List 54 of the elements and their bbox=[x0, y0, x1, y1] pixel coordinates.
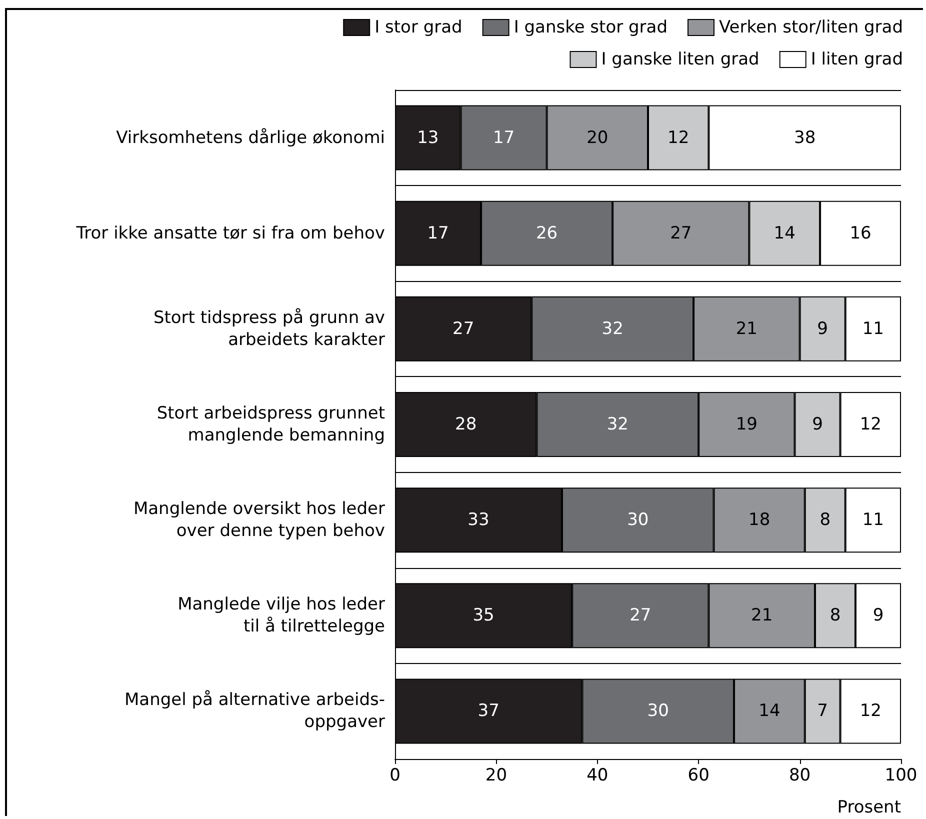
data-label: 9 bbox=[872, 606, 884, 626]
legend-label: I liten grad bbox=[810, 50, 903, 70]
data-label: 16 bbox=[850, 223, 872, 244]
y-tick-label: Tror ikke ansatte tør si fra om behov bbox=[75, 223, 385, 244]
data-label: 17 bbox=[427, 223, 449, 244]
data-label: 20 bbox=[586, 128, 608, 148]
y-tick-label: Stort arbeidspress grunnet manglende bemanning bbox=[156, 404, 386, 446]
data-label: 17 bbox=[492, 128, 515, 148]
x-tick-label: 0 bbox=[390, 766, 400, 786]
data-label: 26 bbox=[536, 223, 558, 244]
x-axis-title: Prosent bbox=[837, 798, 902, 818]
data-label: 37 bbox=[478, 701, 500, 722]
data-label: 13 bbox=[417, 128, 439, 148]
data-label: 8 bbox=[830, 606, 841, 626]
x-tick-label: 40 bbox=[586, 766, 608, 786]
data-label: 12 bbox=[860, 414, 882, 434]
data-label: 11 bbox=[862, 318, 884, 339]
y-tick-label: Mangel på alternative arbeids- oppgaver bbox=[124, 690, 386, 732]
data-label: 35 bbox=[472, 606, 494, 626]
data-label: 19 bbox=[736, 414, 758, 434]
data-label: 28 bbox=[455, 414, 477, 434]
data-label: 9 bbox=[812, 414, 823, 434]
data-label: 30 bbox=[647, 701, 669, 722]
data-label: 32 bbox=[602, 318, 624, 339]
data-label: 12 bbox=[860, 701, 882, 722]
legend-label: I ganske stor grad bbox=[514, 18, 668, 38]
x-tick-label: 80 bbox=[788, 766, 811, 786]
data-label: 14 bbox=[774, 223, 796, 244]
data-label: 27 bbox=[630, 606, 652, 626]
legend-label: I stor grad bbox=[374, 18, 462, 38]
legend-label: I ganske liten grad bbox=[601, 50, 760, 70]
data-label: 14 bbox=[758, 701, 780, 722]
y-tick-label: Virksomhetens dårlige økonomi bbox=[116, 128, 385, 148]
data-label: 27 bbox=[452, 318, 474, 339]
y-tick-label: Stort tidspress på grunn av arbeidets karakter bbox=[153, 308, 386, 350]
data-label: 11 bbox=[862, 510, 884, 530]
data-label: 32 bbox=[606, 414, 628, 434]
data-label: 38 bbox=[794, 128, 816, 148]
data-label: 7 bbox=[817, 701, 828, 722]
data-label: 9 bbox=[817, 318, 828, 339]
legend-label: Verken stor/liten grad bbox=[718, 18, 904, 38]
data-label: 12 bbox=[668, 128, 690, 148]
data-label: 21 bbox=[751, 606, 773, 626]
x-tick-label: 100 bbox=[884, 766, 918, 786]
x-tick-label: 20 bbox=[485, 766, 508, 786]
data-label: 21 bbox=[736, 318, 758, 339]
data-label: 18 bbox=[748, 510, 770, 530]
data-label: 27 bbox=[670, 223, 692, 244]
y-tick-label: Manglende oversikt hos leder over denne typen behov bbox=[133, 499, 385, 542]
data-label: 8 bbox=[820, 510, 831, 530]
data-label: 30 bbox=[627, 510, 649, 530]
x-tick-label: 60 bbox=[688, 766, 710, 786]
y-tick-label: Manglede vilje hos leder til å tilrettelegge bbox=[178, 594, 386, 637]
data-label: 33 bbox=[468, 510, 490, 530]
